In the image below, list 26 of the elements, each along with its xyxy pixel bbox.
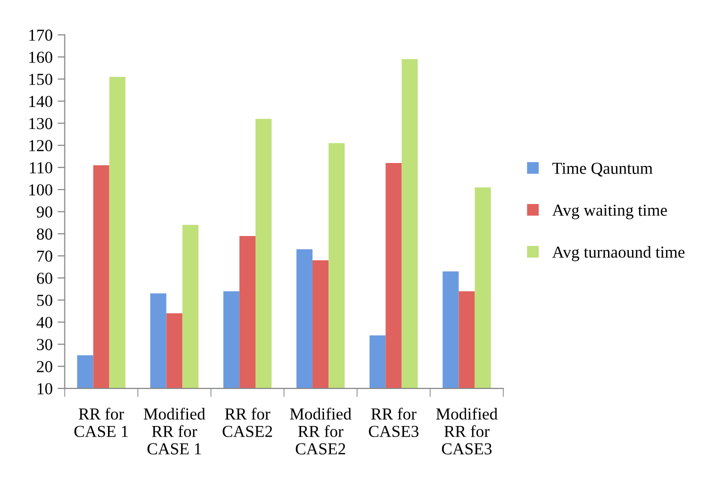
legend-label: Avg waiting time — [552, 204, 667, 220]
x-tick-label: Modified RR for CASE3 — [436, 408, 498, 454]
y-tick-label: 40 — [36, 316, 52, 328]
y-tick-label: 80 — [36, 228, 52, 240]
y-tick-label: 100 — [29, 184, 52, 196]
y-tick-label: 110 — [30, 162, 52, 174]
y-tick-label: 50 — [37, 294, 52, 306]
y-tick-label: 120 — [29, 140, 52, 152]
y-tick-label: 30 — [37, 338, 52, 350]
x-tick-label: Modified RR for CASE 1 — [144, 408, 206, 454]
x-tick-label: Modified RR for CASE2 — [290, 408, 352, 454]
y-tick-label: 160 — [29, 52, 52, 63]
x-tick-label: RR for CASE2 — [222, 408, 272, 438]
y-tick-label: 70 — [37, 250, 52, 262]
y-tick-label: 60 — [36, 272, 52, 284]
y-tick-label: 150 — [29, 74, 52, 86]
legend-label: Time Qauntum — [552, 162, 653, 176]
y-tick-label: 130 — [29, 118, 52, 130]
y-tick-label: 90 — [36, 206, 52, 218]
y-tick-label: 20 — [36, 361, 52, 372]
legend-label: Avg turnaound time — [552, 246, 684, 262]
y-tick-label: 170 — [29, 30, 52, 41]
x-tick-label: RR for CASE 1 — [74, 408, 128, 438]
y-tick-label: 10 — [38, 383, 52, 394]
x-tick-label: RR for CASE3 — [368, 408, 418, 438]
y-tick-label: 140 — [29, 96, 52, 108]
